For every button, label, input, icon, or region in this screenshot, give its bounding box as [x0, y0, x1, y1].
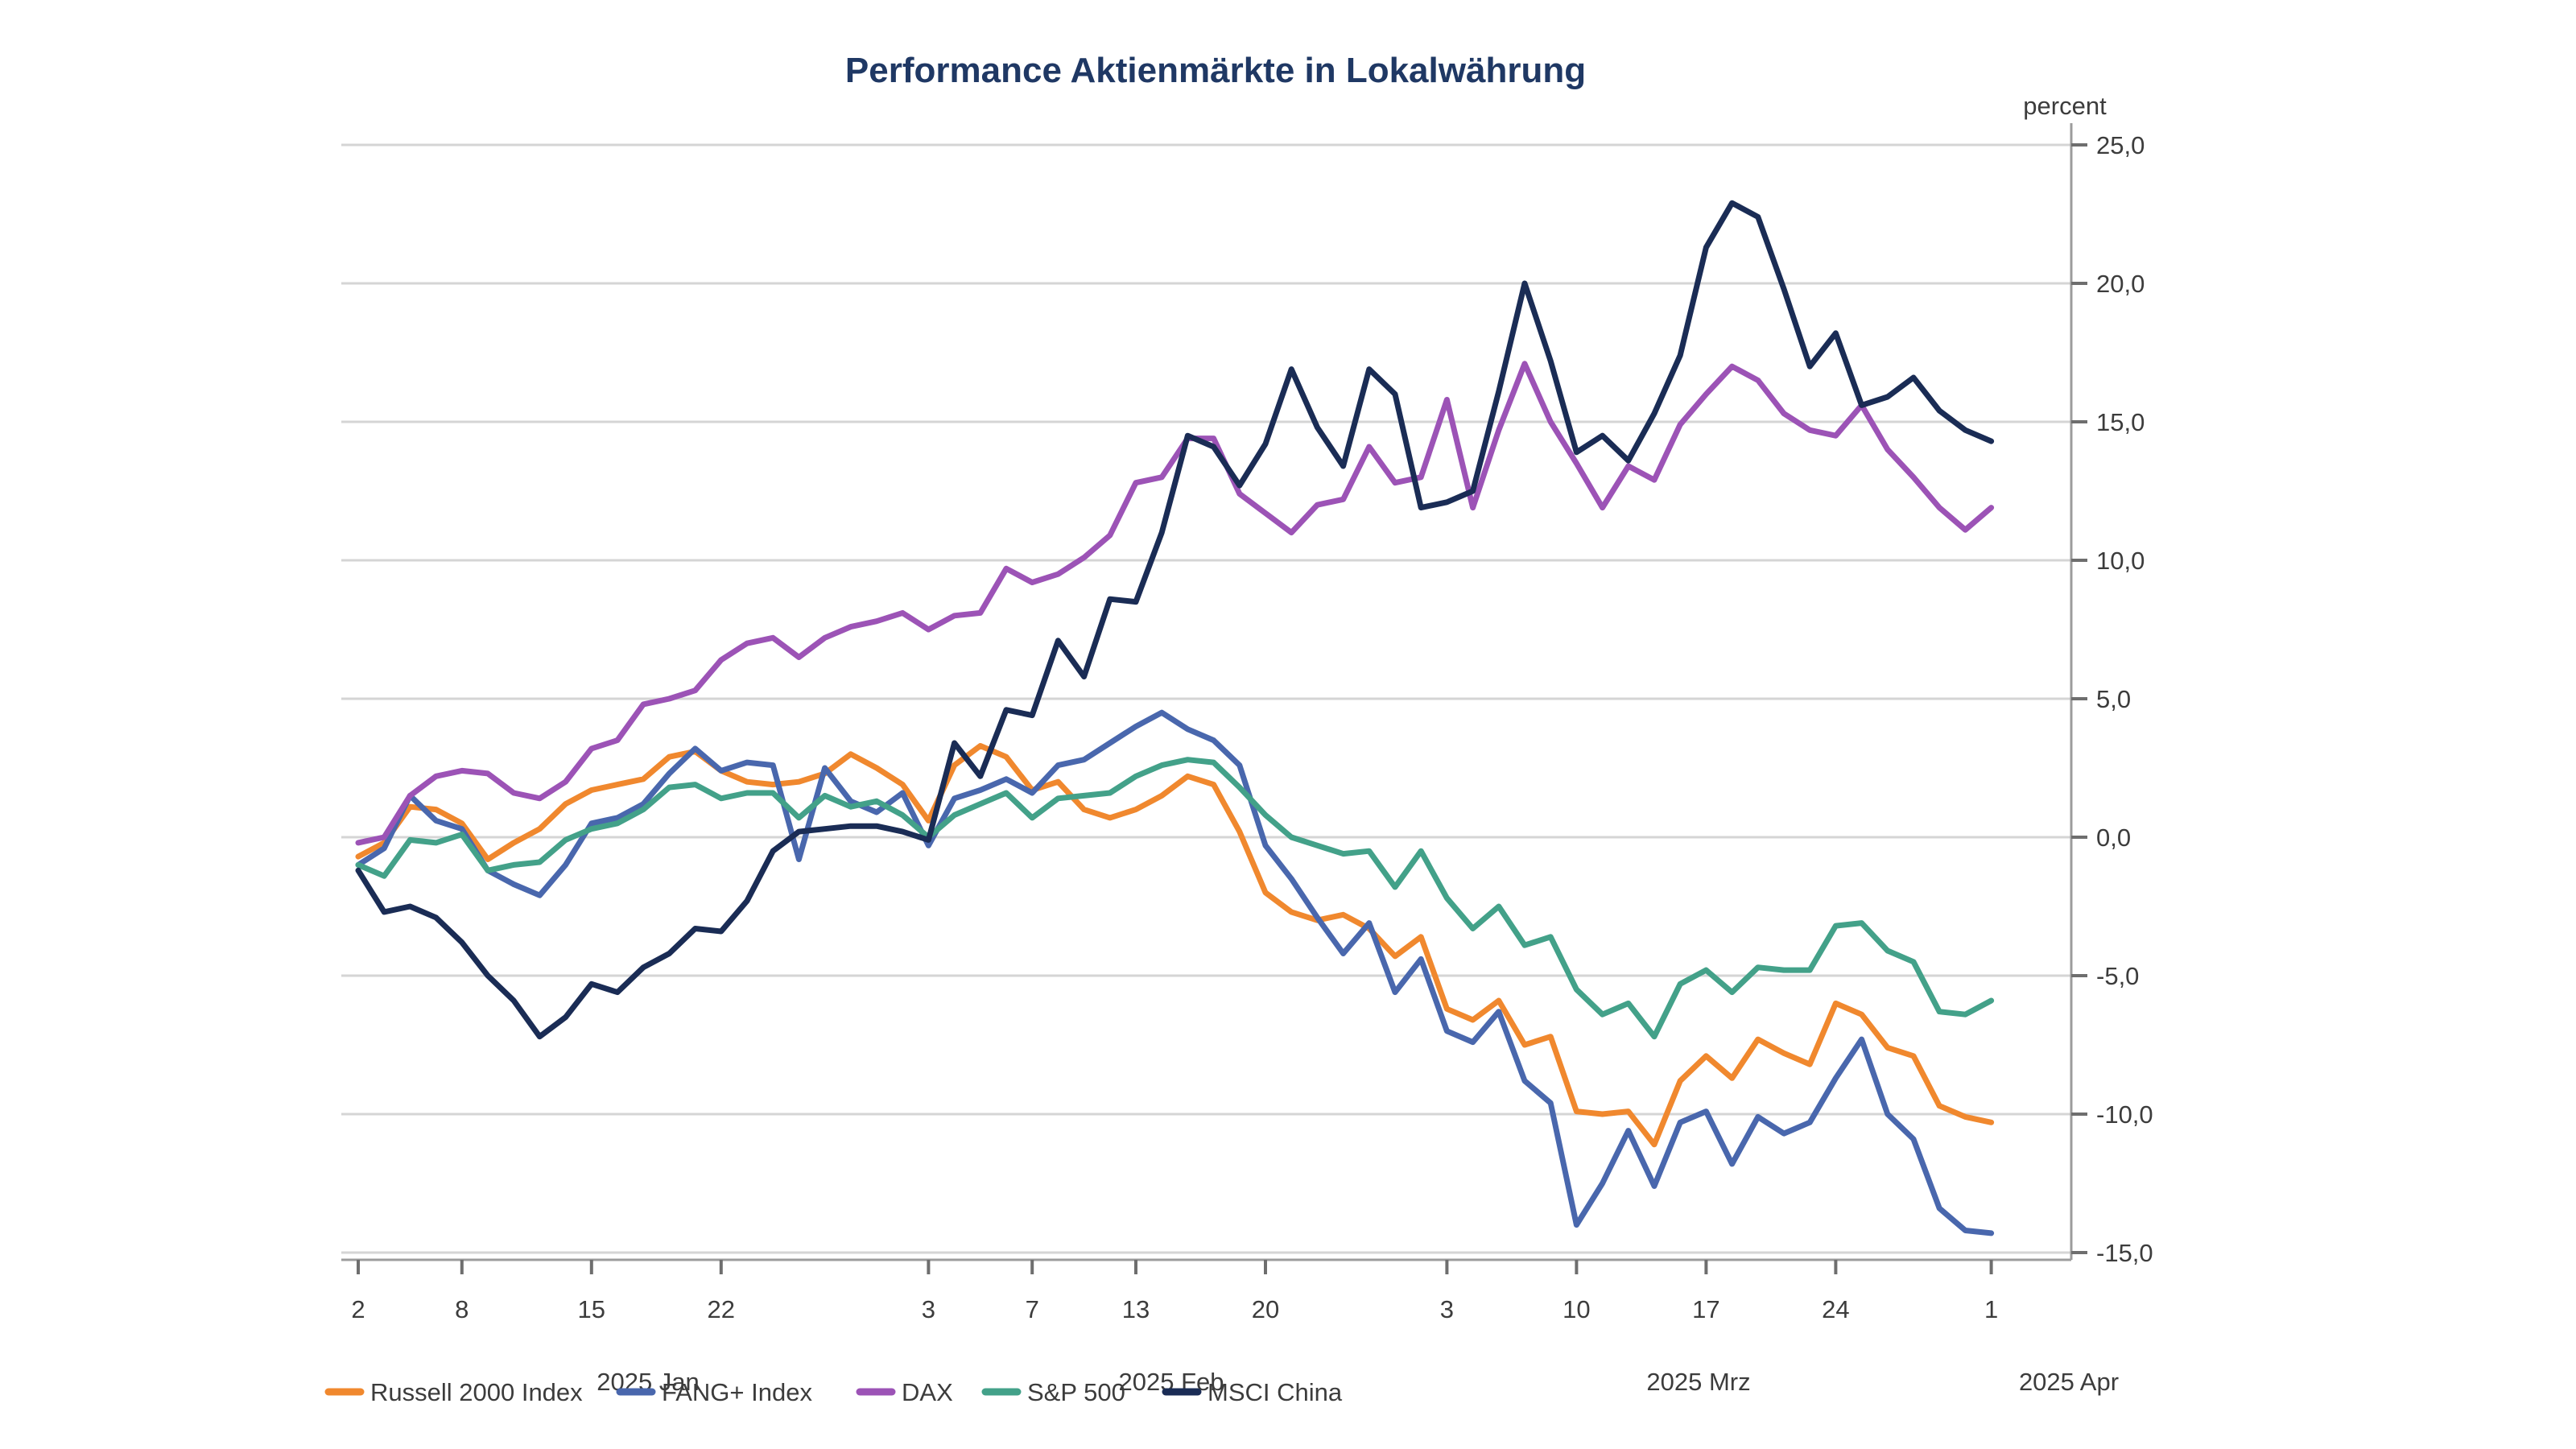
legend-label: DAX: [902, 1378, 953, 1406]
legend-item: DAX: [856, 1378, 953, 1406]
x-tick-label: 3: [1440, 1295, 1454, 1323]
x-tick-label: 15: [578, 1295, 605, 1323]
x-tick-label: 2: [351, 1295, 365, 1323]
axis-labels: 25,0 20,0 15,0 10,0 5,0 0,0 -5,0 -10,0 -15,0 2 8 15…: [351, 131, 2153, 1396]
x-tick-label: 3: [922, 1295, 935, 1323]
x-month-label: 2025 Mrz: [1646, 1368, 1750, 1396]
series-lines: [355, 200, 1995, 1236]
series-line-msci-china: [355, 200, 1995, 1040]
y-tick-label: 5,0: [2096, 685, 2131, 713]
legend-item: MSCI China: [1162, 1378, 1343, 1406]
y-tick-label: 0,0: [2096, 824, 2131, 852]
y-tick-label: 15,0: [2096, 408, 2145, 436]
legend-item: FANG+ Index: [616, 1378, 812, 1406]
gridlines: [341, 143, 2071, 1254]
y-tick-label: 10,0: [2096, 547, 2145, 575]
series-line-s-p-500: [355, 757, 1995, 1040]
x-tick-label: 1: [1984, 1295, 1998, 1323]
x-tick-label: 24: [1822, 1295, 1849, 1323]
series-line-fang-index: [355, 709, 1995, 1236]
chart-title: Performance Aktienmärkte in Lokalwährung: [845, 51, 1586, 90]
legend: Russell 2000 Index FANG+ Index DAX S&P 500 M…: [324, 1378, 1343, 1406]
legend-label: FANG+ Index: [662, 1378, 812, 1406]
y-tick-label: 20,0: [2096, 270, 2145, 298]
y-tick-label: -5,0: [2096, 962, 2139, 990]
x-tick-label: 22: [708, 1295, 735, 1323]
x-tick-label: 8: [455, 1295, 469, 1323]
axes: [341, 123, 2087, 1274]
y-axis-unit-label: percent: [2023, 92, 2107, 120]
x-month-label: 2025 Apr: [2019, 1368, 2119, 1396]
x-tick-label: 10: [1563, 1295, 1590, 1323]
series-line-russell-2000-index: [355, 743, 1995, 1148]
legend-label: S&P 500: [1027, 1378, 1125, 1406]
series-line-dax: [355, 361, 1995, 846]
x-tick-label: 20: [1252, 1295, 1279, 1323]
x-tick-label: 13: [1122, 1295, 1150, 1323]
y-tick-label: -15,0: [2096, 1239, 2153, 1267]
y-tick-label: -10,0: [2096, 1100, 2153, 1129]
legend-item: S&P 500: [981, 1378, 1125, 1406]
x-tick-label: 17: [1692, 1295, 1719, 1323]
x-tick-label: 7: [1026, 1295, 1039, 1323]
legend-label: MSCI China: [1208, 1378, 1343, 1406]
y-tick-label: 25,0: [2096, 131, 2145, 159]
legend-label: Russell 2000 Index: [370, 1378, 583, 1406]
legend-item: Russell 2000 Index: [324, 1378, 583, 1406]
